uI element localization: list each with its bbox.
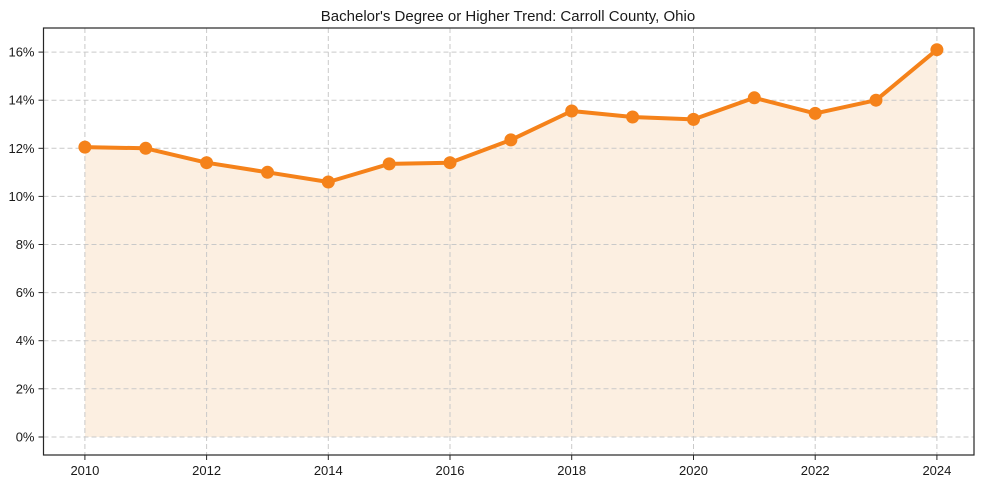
y-tick-label: 10% — [8, 189, 34, 204]
y-tick-label: 14% — [8, 93, 34, 108]
x-tick-label: 2024 — [922, 463, 951, 478]
data-point — [139, 141, 153, 155]
data-point — [808, 106, 822, 120]
chart-title: Bachelor's Degree or Higher Trend: Carro… — [321, 8, 695, 25]
grid-lines-layer — [43, 28, 974, 455]
y-tick-label: 8% — [16, 237, 35, 252]
data-point — [382, 157, 396, 171]
data-point — [78, 140, 92, 154]
data-point — [747, 91, 761, 105]
axes-layer: 0% 2% 4% 6% 8% 10% 12% 14% 16% 2010 2012 2014 2016 20… — [8, 27, 975, 478]
data-point — [687, 112, 700, 126]
data-point — [504, 133, 518, 147]
x-tick-label: 2018 — [557, 463, 586, 478]
data-point — [565, 104, 579, 118]
data-point — [626, 110, 640, 124]
data-point — [869, 93, 883, 107]
x-tick-label: 2014 — [314, 463, 343, 478]
area-fill-layer — [84, 49, 937, 437]
area-fill — [84, 49, 937, 437]
y-tick-label: 2% — [16, 381, 35, 396]
data-point — [261, 165, 274, 179]
x-tick-label: 2022 — [801, 463, 830, 478]
x-tick-label: 2010 — [70, 463, 99, 478]
y-tick-label: 12% — [8, 141, 34, 156]
x-tick-label: 2012 — [192, 463, 221, 478]
data-point — [321, 175, 335, 189]
y-tick-label: 4% — [16, 333, 35, 348]
x-tick-label: 2020 — [679, 463, 708, 478]
y-tick-label: 0% — [16, 430, 35, 445]
data-point — [200, 156, 214, 170]
data-point — [443, 156, 457, 170]
data-points-layer — [78, 43, 944, 189]
y-tick-label: 16% — [8, 45, 34, 60]
plot-border — [42, 27, 975, 456]
data-point — [930, 43, 944, 57]
x-tick-label: 2016 — [436, 463, 465, 478]
y-tick-label: 6% — [16, 285, 35, 300]
